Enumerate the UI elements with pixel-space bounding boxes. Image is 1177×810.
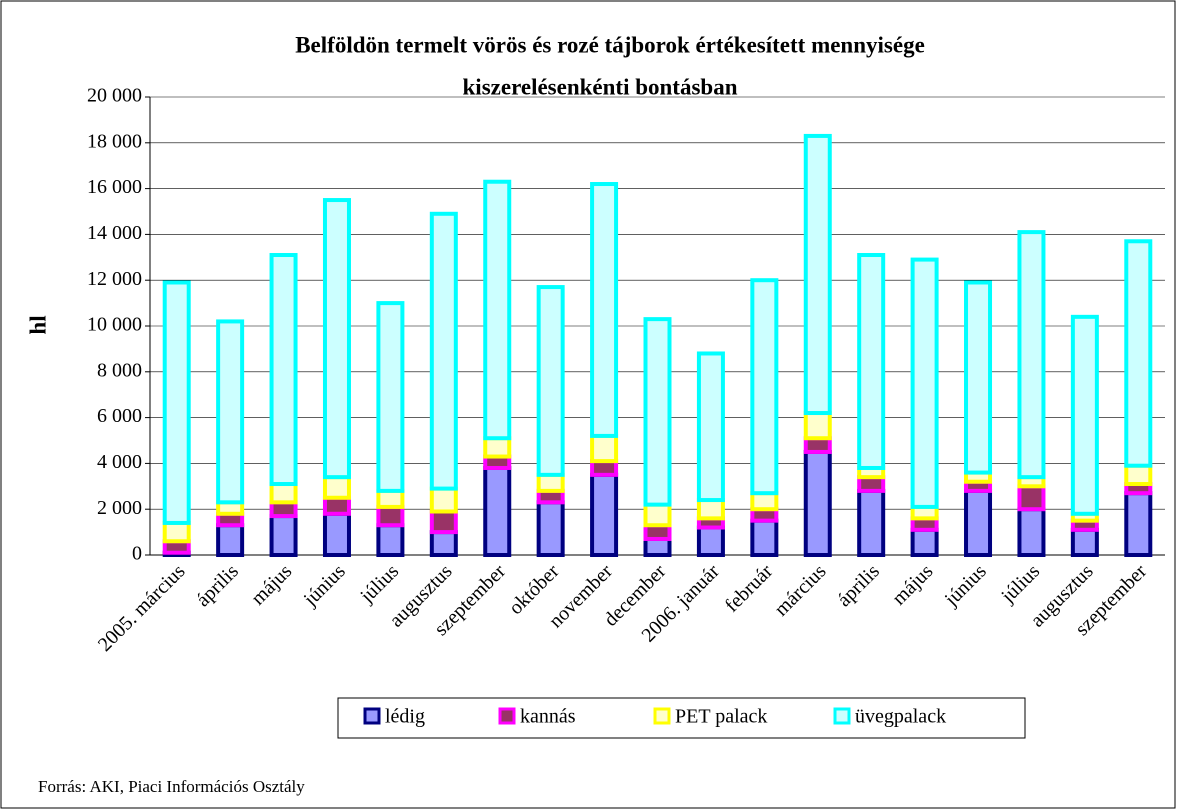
y-tick-label: 12 000 <box>87 268 142 290</box>
y-tick-label: 2 000 <box>97 497 142 519</box>
bar-segment <box>536 285 565 477</box>
bar-segment <box>964 280 993 475</box>
bar-segment <box>643 523 672 541</box>
bar-segment <box>216 523 245 557</box>
bar-segment <box>1017 230 1046 480</box>
bar-segment <box>857 488 886 558</box>
bar-segment <box>1070 314 1099 516</box>
bar-segment <box>1017 507 1046 558</box>
bar-segment <box>803 436 832 454</box>
bar-segment <box>483 465 512 558</box>
y-tick-label: 10 000 <box>87 314 142 336</box>
bar-segment <box>590 182 619 438</box>
legend-label: lédig <box>385 706 425 728</box>
chart-title: Belföldön termelt vörös és rozé tájborok… <box>295 32 925 57</box>
bar-segment <box>376 488 405 509</box>
bar-segment <box>429 530 458 557</box>
bar-segment <box>803 449 832 558</box>
bar-segment <box>376 523 405 557</box>
legend-swatch <box>498 707 516 725</box>
bar-segment <box>429 486 458 514</box>
y-tick-label: 4 000 <box>97 451 142 473</box>
bar-segment <box>643 502 672 528</box>
y-tick-label: 18 000 <box>87 130 142 152</box>
chart-title: kiszerelésenkénti bontásban <box>463 74 738 99</box>
legend-swatch <box>653 707 671 725</box>
bar-segment <box>750 278 779 496</box>
bar-segment <box>643 536 672 557</box>
bar-segment <box>643 317 672 507</box>
legend-swatch <box>833 707 851 725</box>
bar-segment <box>322 475 351 500</box>
bar-segment <box>857 253 886 470</box>
bar-segment <box>269 482 298 505</box>
bar-segment <box>1124 239 1153 468</box>
bar-segment <box>322 511 351 558</box>
source: Forrás: AKI, Piaci Információs Osztály <box>38 777 305 796</box>
y-axis-label: hl <box>25 315 50 334</box>
bar-segment <box>1070 527 1099 557</box>
bar-segment <box>803 411 832 441</box>
y-tick-label: 20 000 <box>87 85 142 107</box>
bar-segment <box>590 472 619 558</box>
bar-segment <box>1124 491 1153 558</box>
bar-segment <box>429 509 458 535</box>
bar-segment <box>590 459 619 477</box>
bar-segment <box>536 472 565 493</box>
bar-segment <box>376 301 405 493</box>
bar-segment <box>750 518 779 558</box>
bar-segment <box>803 133 832 416</box>
bar-segment <box>216 319 245 505</box>
y-tick-label: 0 <box>132 543 142 565</box>
bar-segment <box>910 257 939 509</box>
bar-segment <box>696 525 725 558</box>
bar-segment <box>750 491 779 512</box>
bar-segment <box>269 253 298 487</box>
bar-segment <box>269 514 298 558</box>
bar-segment <box>590 433 619 464</box>
y-tick-label: 16 000 <box>87 176 142 198</box>
bar-segment <box>536 500 565 557</box>
bar-segment <box>269 500 298 519</box>
bar-segment <box>483 179 512 441</box>
bar-segment <box>322 495 351 516</box>
legend-label: PET palack <box>675 706 767 728</box>
bar-segment <box>1017 484 1046 512</box>
legend-label: üvegpalack <box>855 706 946 728</box>
bar-segment <box>964 488 993 558</box>
bar-segment <box>696 351 725 503</box>
bar-segment <box>696 498 725 521</box>
bar-segment <box>429 211 458 491</box>
bar-segment <box>1124 463 1153 487</box>
legend-label: kannás <box>520 706 576 728</box>
bar-segment <box>483 436 512 459</box>
legend <box>337 697 1026 739</box>
y-tick-label: 14 000 <box>87 222 142 244</box>
bar-segment <box>162 280 191 525</box>
y-tick-label: 8 000 <box>97 359 142 381</box>
bar-segment <box>857 475 886 493</box>
bar-segment <box>376 504 405 528</box>
legend-swatch <box>363 707 381 725</box>
bar-segment <box>322 198 351 480</box>
bar-segment <box>910 527 939 557</box>
bar-segment <box>162 520 191 544</box>
y-tick-label: 6 000 <box>97 405 142 427</box>
